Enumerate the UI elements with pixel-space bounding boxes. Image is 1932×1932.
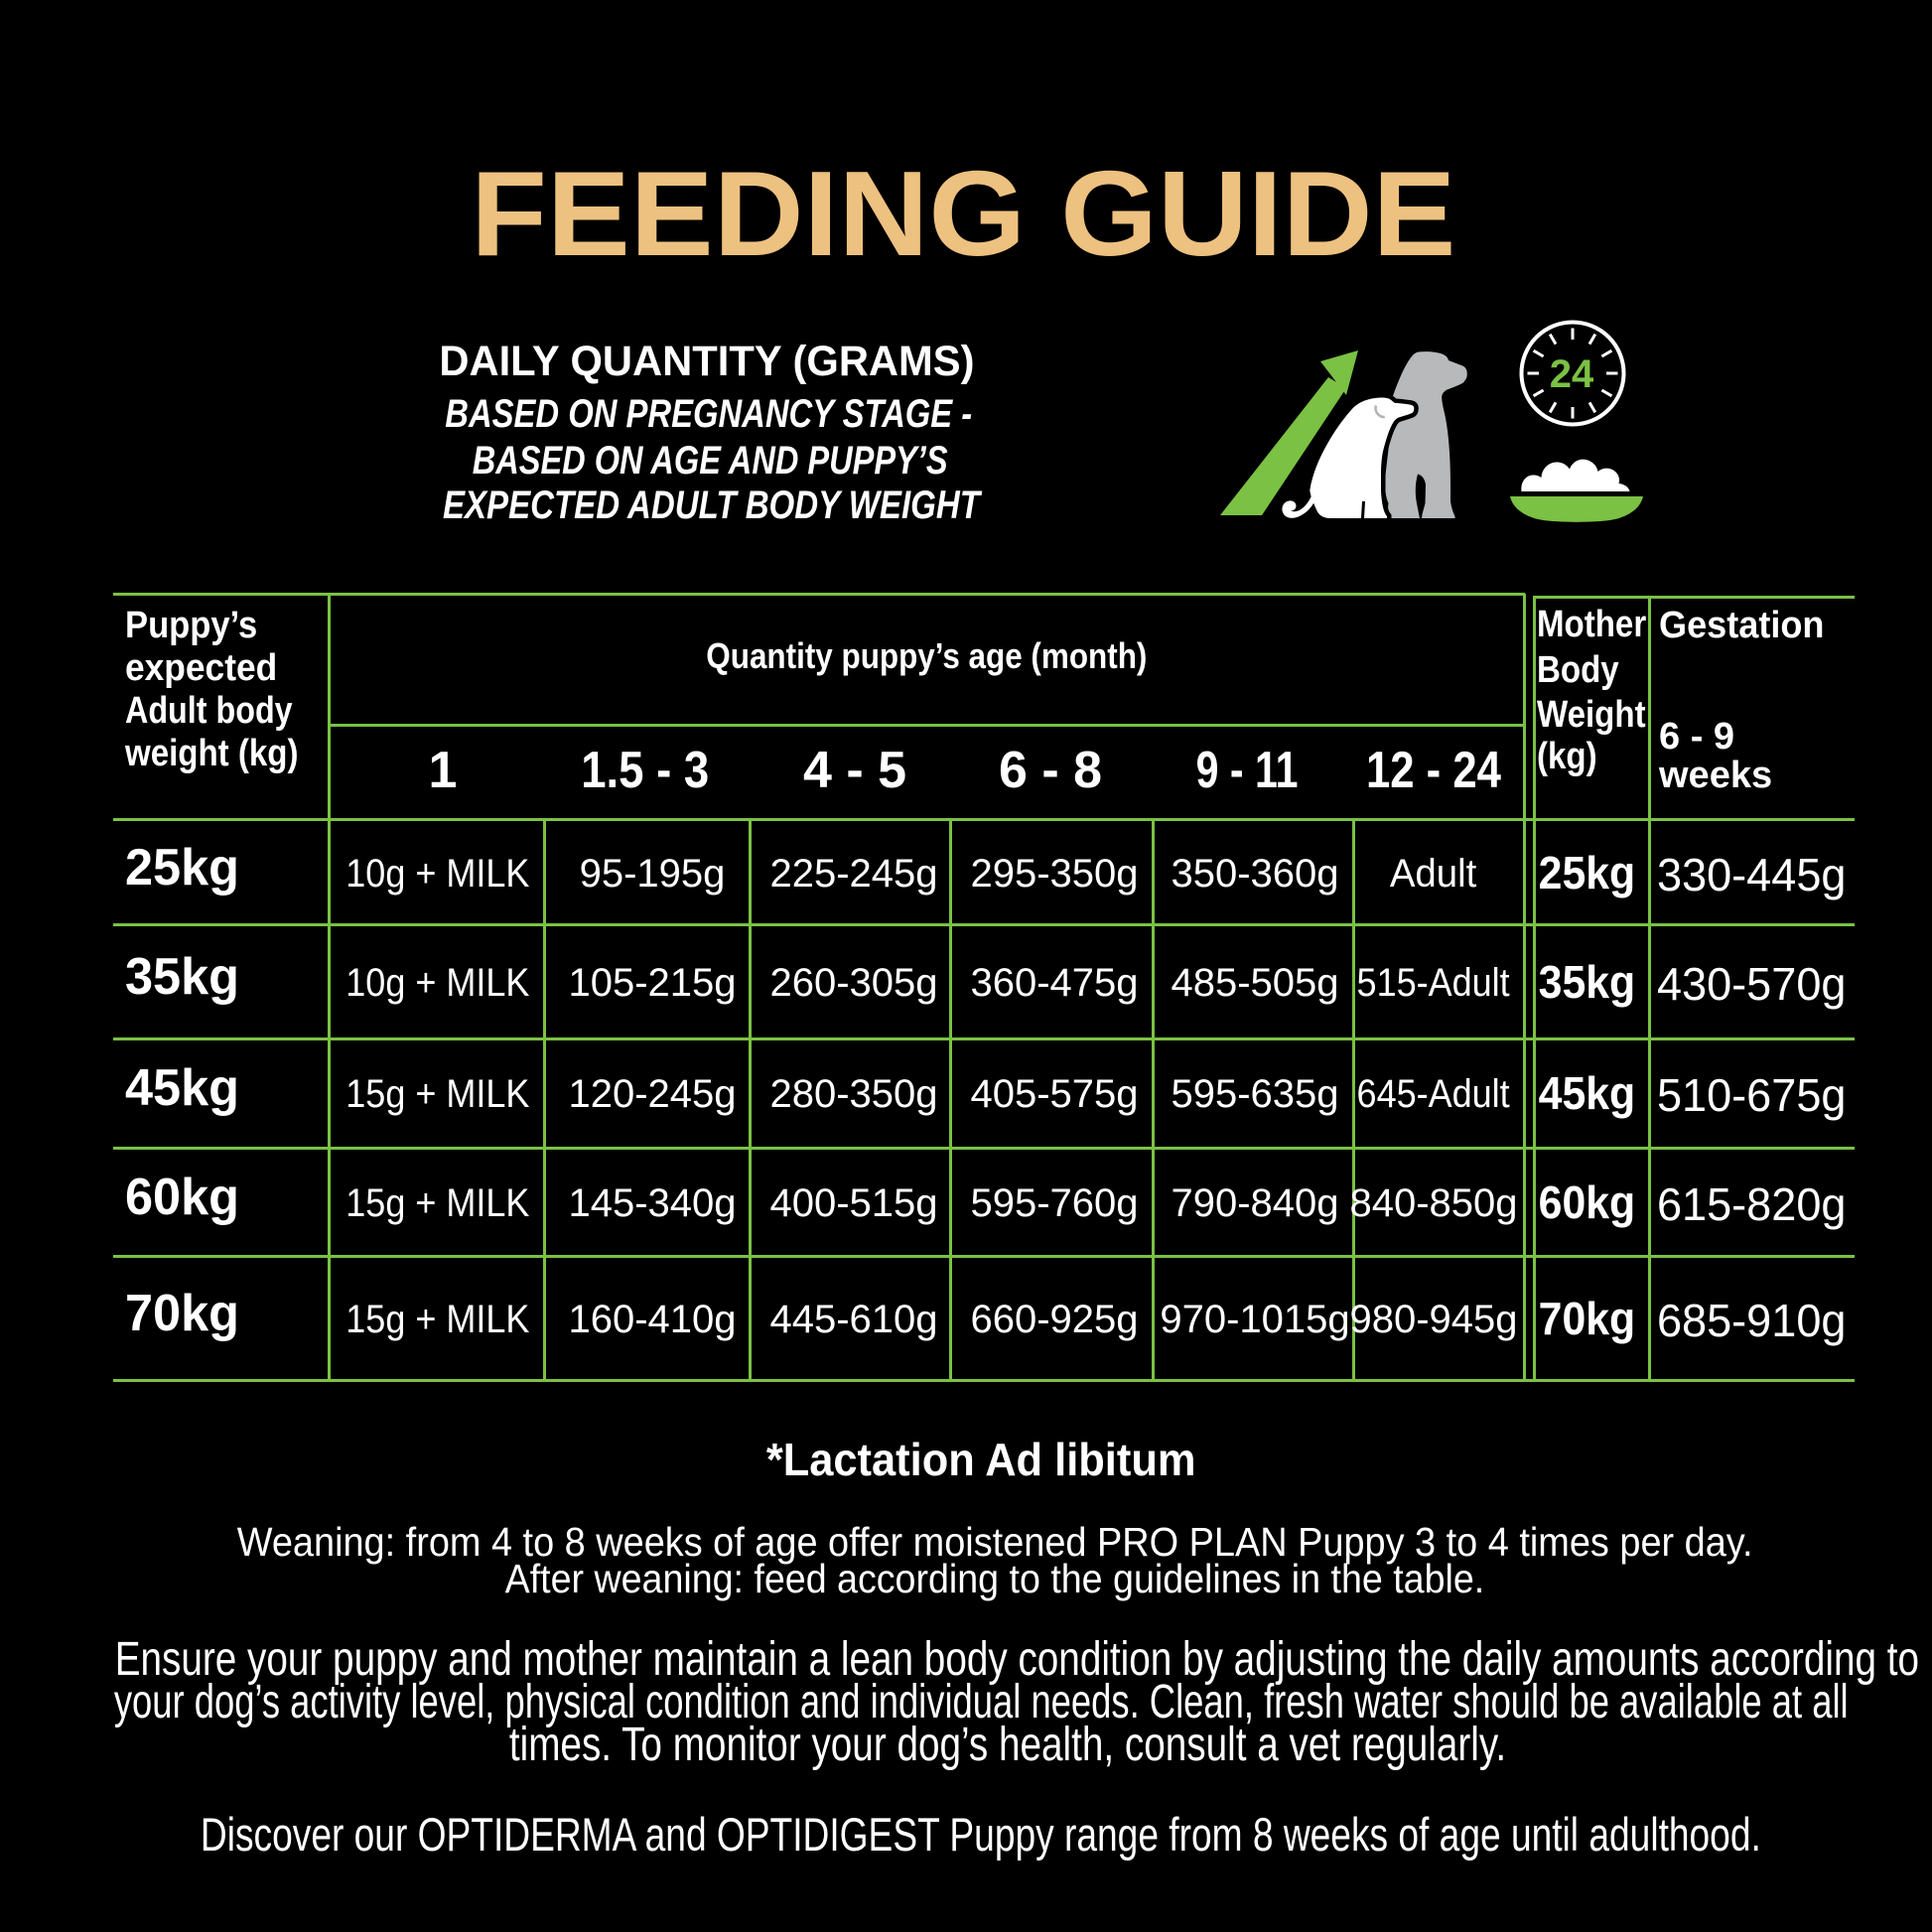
- svg-text:24: 24: [1550, 352, 1594, 396]
